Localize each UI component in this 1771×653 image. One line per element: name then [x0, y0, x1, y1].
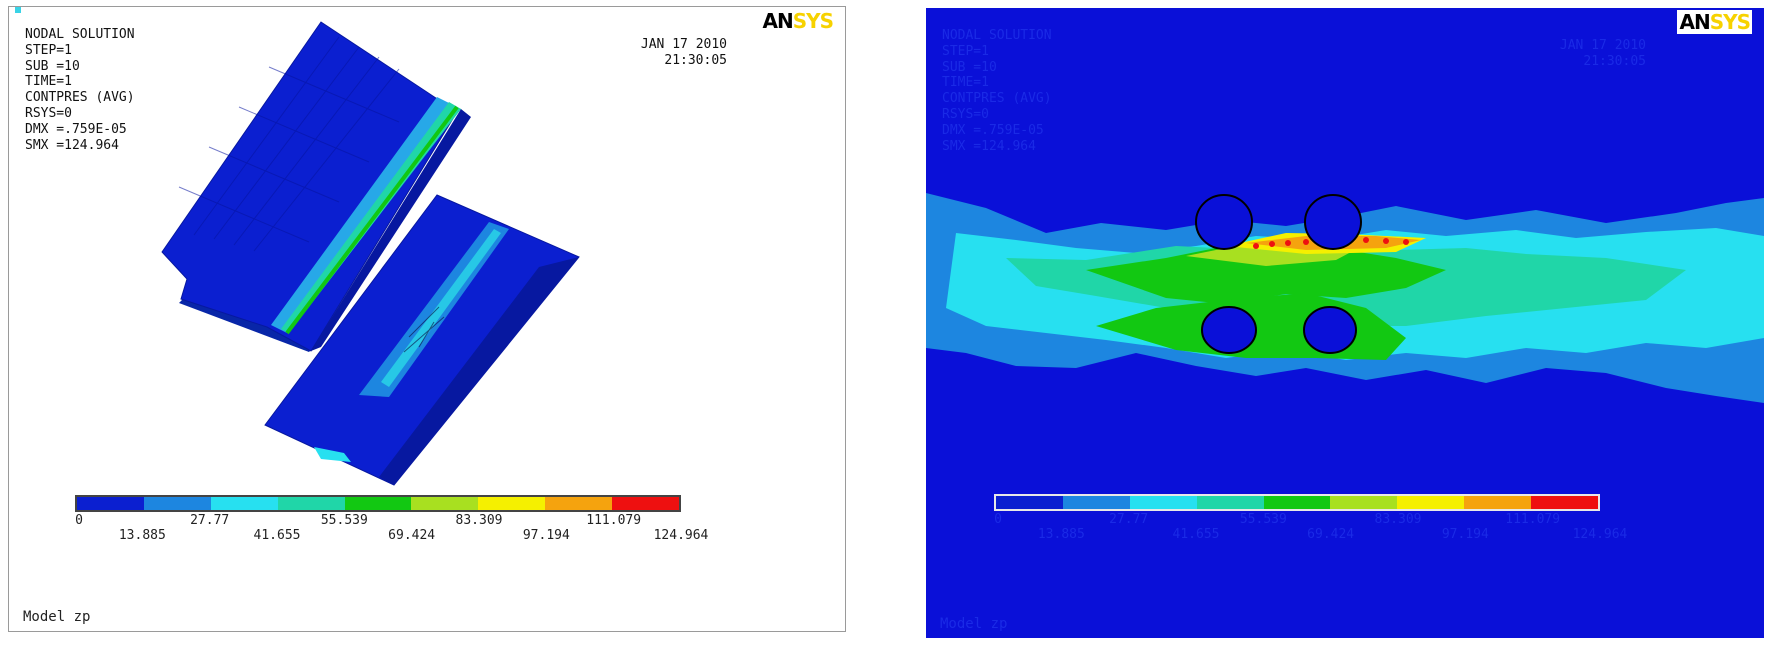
ansys-logo-right: ANSYS [1677, 10, 1752, 34]
legend-swatch [1062, 496, 1130, 509]
right-step: STEP=1 [942, 43, 989, 59]
legend-tick-label: 55.539 [320, 513, 368, 528]
legend-swatch [1196, 496, 1264, 509]
legend-tick-label: 69.424 [1307, 527, 1355, 542]
upper-plate-edge [311, 109, 471, 351]
legend-swatch [344, 497, 412, 510]
left-model-label: Model zp [23, 609, 91, 625]
legend-swatch [77, 497, 144, 510]
right-date: JAN 17 2010 [1559, 38, 1646, 53]
right-legend-bar [994, 494, 1600, 511]
right-smx: SMX =124.964 [942, 138, 1036, 154]
right-clock: 21:30:05 [1583, 54, 1646, 69]
left-clock: 21:30:05 [664, 53, 727, 68]
legend-swatch [1464, 496, 1532, 509]
bolt-holes [1195, 194, 1362, 354]
right-timestamp: JAN 17 2010 21:30:05 [1560, 38, 1646, 70]
contact-zone-green [1086, 246, 1446, 304]
legend-tick-label: 41.655 [1172, 527, 1220, 542]
legend-tick-label: 97.194 [1441, 527, 1489, 542]
legend-tick-label: 83.309 [455, 513, 503, 528]
legend-swatch [1397, 496, 1465, 509]
legend-tick-label: 55.539 [1239, 512, 1287, 527]
legend-swatch [612, 497, 680, 510]
legend-swatch [143, 497, 211, 510]
legend-tick-label: 97.194 [522, 528, 570, 543]
lower-plate-mesh [403, 306, 445, 353]
window-corner-icon [15, 7, 21, 13]
lower-plate-side [379, 257, 579, 485]
legend-tick-label: 27.77 [1109, 512, 1149, 527]
legend-tick-label: 83.309 [1374, 512, 1422, 527]
legend-tick-label: 41.655 [253, 528, 301, 543]
right-sub: SUB =10 [942, 59, 997, 75]
legend-swatch [478, 497, 546, 510]
right-model-view [926, 193, 1764, 403]
left-timestamp: JAN 17 2010 21:30:05 [641, 37, 727, 69]
left-step: STEP=1 [25, 42, 72, 58]
left-info-block: NODAL SOLUTION STEP=1 SUB =10 TIME=1 CON… [25, 27, 135, 153]
legend-tick-label: 27.77 [190, 513, 230, 528]
legend-swatch [1263, 496, 1331, 509]
legend-tick-label: 0 [75, 513, 83, 528]
right-time: TIME=1 [942, 75, 989, 91]
left-result-type: CONTPRES (AVG) [25, 90, 135, 106]
right-model-label: Model zp [940, 616, 1008, 632]
right-result-type: CONTPRES (AVG) [942, 91, 1052, 107]
left-smx: SMX =124.964 [25, 137, 119, 153]
legend-tick-label: 111.079 [1505, 512, 1561, 527]
right-title: NODAL SOLUTION [942, 28, 1052, 43]
legend-tick-label: 13.885 [118, 528, 166, 543]
left-title: NODAL SOLUTION [25, 27, 135, 42]
upper-plate-contact-line [285, 105, 459, 335]
legend-swatch [1531, 496, 1599, 509]
right-dmx: DMX =.759E-05 [942, 122, 1044, 138]
legend-swatch [277, 497, 345, 510]
right-info-block: NODAL SOLUTION STEP=1 SUB =10 TIME=1 CON… [942, 28, 1052, 154]
legend-tick-label: 111.079 [586, 513, 642, 528]
legend-tick-label: 13.885 [1037, 527, 1085, 542]
legend-swatch [1330, 496, 1398, 509]
right-contour-plot: NODAL SOLUTION STEP=1 SUB =10 TIME=1 CON… [926, 8, 1764, 638]
left-date: JAN 17 2010 [640, 37, 727, 52]
left-sub: SUB =10 [25, 58, 80, 74]
legend-tick-label: 124.964 [653, 528, 709, 543]
legend-tick-label: 124.964 [1572, 527, 1628, 542]
legend-swatch [1129, 496, 1197, 509]
lower-plate-edge-spot [314, 447, 351, 462]
legend-swatch [411, 497, 479, 510]
right-rsys: RSYS=0 [942, 106, 989, 122]
left-contour-plot: NODAL SOLUTION STEP=1 SUB =10 TIME=1 CON… [8, 6, 846, 632]
left-time: TIME=1 [25, 74, 72, 90]
upper-plate [161, 21, 458, 352]
legend-swatch [545, 497, 613, 510]
left-model-view [161, 21, 580, 486]
lower-plate-contact-core [381, 229, 501, 387]
left-legend-bar [75, 495, 681, 512]
legend-swatch [996, 496, 1063, 509]
upper-plate-mesh [178, 36, 400, 252]
left-rsys: RSYS=0 [25, 105, 72, 121]
legend-tick-label: 0 [994, 512, 1002, 527]
ansys-logo: ANSYS [762, 9, 834, 33]
legend-swatch [210, 497, 278, 510]
legend-tick-label: 69.424 [388, 528, 436, 543]
left-dmx: DMX =.759E-05 [25, 121, 127, 137]
